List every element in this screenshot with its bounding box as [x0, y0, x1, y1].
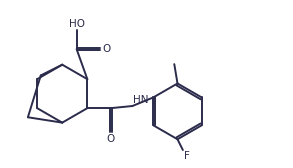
Text: O: O: [107, 134, 115, 144]
Text: HN: HN: [134, 95, 149, 105]
Text: O: O: [102, 44, 111, 54]
Text: F: F: [184, 151, 190, 161]
Text: HO: HO: [69, 19, 85, 29]
